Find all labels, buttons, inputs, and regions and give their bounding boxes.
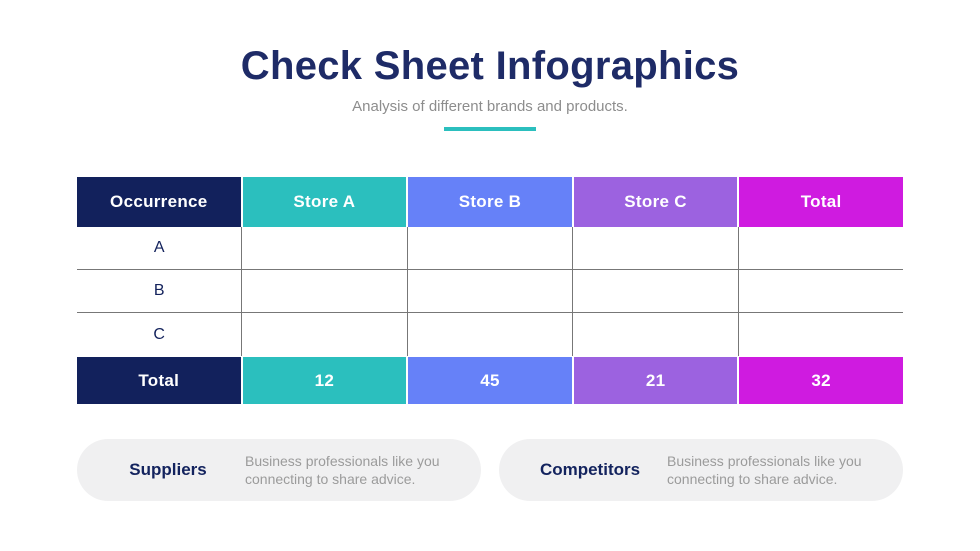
page-title: Check Sheet Infographics: [240, 44, 740, 88]
bottom-cards: Suppliers Business professionals like yo…: [77, 439, 903, 501]
card-competitors-title: Competitors: [539, 460, 641, 479]
row-label-a: A: [77, 227, 243, 269]
accent-underline: [444, 127, 536, 131]
cell-b-store-a: [242, 270, 408, 312]
cell-b-total: [739, 270, 903, 312]
cell-a-store-b: [408, 227, 574, 269]
table-header-row: Occurrence Store A Store B Store C Total: [77, 177, 903, 227]
cell-c-total: [739, 313, 903, 356]
cell-c-store-c: [573, 313, 739, 356]
card-suppliers-description: Business professionals like you connecti…: [245, 452, 440, 487]
total-row-label: Total: [77, 357, 241, 404]
total-total: 32: [739, 357, 903, 404]
cell-b-store-c: [573, 270, 739, 312]
total-store-c: 21: [573, 357, 738, 404]
cell-b-store-b: [408, 270, 574, 312]
table-total-row: Total 12 45 21 32: [77, 357, 903, 404]
card-suppliers-title: Suppliers: [129, 460, 207, 479]
page-subtitle: Analysis of different brands and product…: [352, 98, 628, 115]
column-header-occurrence: Occurrence: [77, 177, 241, 227]
cell-c-store-b: [408, 313, 574, 356]
card-suppliers: Suppliers Business professionals like yo…: [77, 439, 481, 501]
row-label-b: B: [77, 270, 243, 312]
check-sheet-table: Occurrence Store A Store B Store C Total…: [77, 177, 903, 404]
column-header-store-b: Store B: [408, 177, 572, 227]
cell-a-store-c: [573, 227, 739, 269]
card-competitors: Competitors Business professionals like …: [499, 439, 903, 501]
table-row-c: C: [77, 313, 903, 356]
table-row-b: B: [77, 270, 903, 313]
column-header-total: Total: [739, 177, 903, 227]
column-header-store-c: Store C: [573, 177, 738, 227]
row-label-c: C: [77, 313, 243, 356]
table-body: A B C: [77, 227, 903, 356]
cell-a-total: [739, 227, 903, 269]
cell-c-store-a: [242, 313, 408, 356]
card-competitors-description: Business professionals like you connecti…: [667, 452, 862, 487]
table-row-a: A: [77, 227, 903, 270]
column-header-store-a: Store A: [242, 177, 407, 227]
cell-a-store-a: [242, 227, 408, 269]
total-store-b: 45: [408, 357, 572, 404]
total-store-a: 12: [242, 357, 407, 404]
